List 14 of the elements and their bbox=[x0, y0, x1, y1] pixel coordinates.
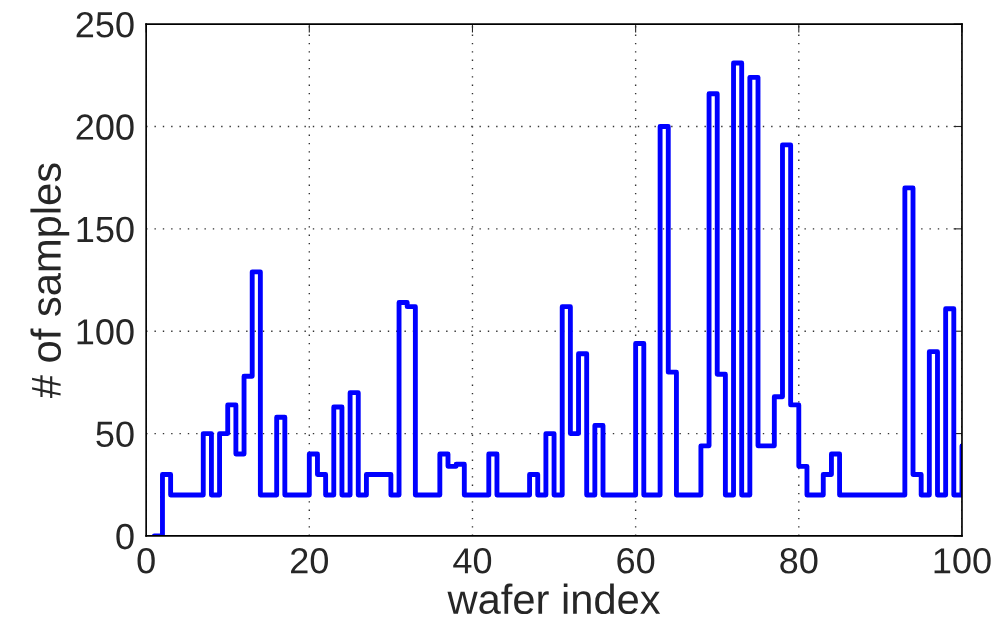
x-tick-label: 20 bbox=[291, 548, 328, 574]
x-tick-label: 0 bbox=[137, 548, 155, 574]
y-tick-label: 50 bbox=[96, 421, 134, 448]
x-tick-label: 100 bbox=[934, 548, 991, 574]
x-tick-label: 40 bbox=[453, 548, 492, 574]
y-tick-label: 0 bbox=[116, 523, 134, 550]
y-tick-label: 100 bbox=[77, 319, 134, 345]
x-tick-label: 80 bbox=[780, 548, 818, 574]
y-tick-label: 200 bbox=[76, 114, 134, 140]
y-axis-title: # of samples bbox=[30, 163, 70, 398]
x-axis-title: wafer index bbox=[447, 583, 661, 615]
y-tick-label: 250 bbox=[76, 12, 134, 38]
y-tick-label: 150 bbox=[77, 216, 134, 243]
x-tick-label: 60 bbox=[617, 548, 655, 574]
